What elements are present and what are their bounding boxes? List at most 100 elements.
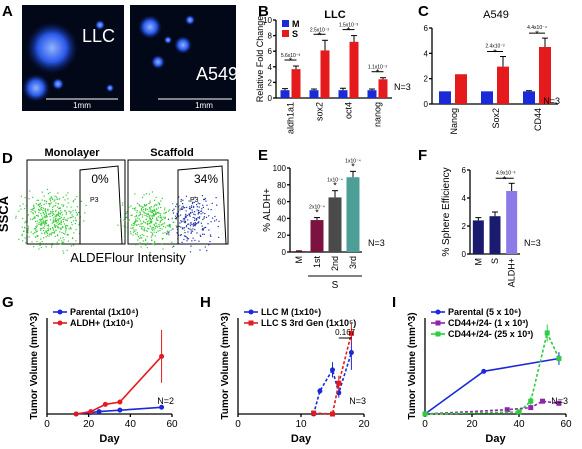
chart-e-bar-3rd	[346, 177, 360, 252]
chart-c-xtick-label: CD44	[533, 108, 543, 131]
chart-c-bar-M-Sox2	[481, 91, 493, 104]
panel-label-g: G	[2, 294, 14, 311]
facs-xlabel: ALDEFlour Intensity	[70, 250, 186, 265]
chart-i-point	[528, 398, 534, 404]
panel-label-f: F	[418, 147, 427, 164]
chart-i-legend-label-2: CD44+/24- (25 x 10³)	[448, 329, 533, 339]
chart-f-xtick-label: S	[490, 258, 500, 264]
chart-h-series-line-0	[312, 352, 353, 415]
chart-g-xtick-label: 20	[83, 419, 95, 430]
panel-label-b: B	[258, 3, 269, 20]
chart-c-note: N=3	[543, 96, 560, 106]
chart-g-legend-label-0: Parental (1x10⁴)	[70, 307, 138, 317]
chart-e-pvalue: 1x10⁻⁴	[345, 158, 361, 164]
chart-b-xtick-label: sox2	[315, 102, 325, 121]
chart-h-point	[311, 410, 317, 416]
chart-g-xlabel: Day	[99, 433, 120, 445]
chart-e-ytick-label: 60	[277, 198, 286, 207]
chart-b-pvalue: 2.5x10⁻²	[310, 27, 330, 33]
chart-e-bar-1st	[310, 220, 324, 252]
chart-f-bar-ALDH+	[506, 191, 518, 254]
chart-g-legend-marker-0	[57, 309, 63, 315]
chart-g-point	[159, 353, 165, 359]
chart-i-ylabel: Tumor Volume (mm^3)	[407, 312, 418, 419]
chart-g-point	[102, 401, 108, 407]
gate-label-left: P3	[90, 197, 99, 204]
chart-i-point	[504, 407, 510, 413]
facs-title-left: Monolayer	[44, 147, 100, 159]
chart-i-point	[528, 405, 534, 411]
chart-b-legend-m-swatch	[282, 20, 289, 27]
chart-b-sig-star: *	[289, 56, 293, 66]
chart-c-ytick-label: 4	[424, 49, 429, 58]
chart-i-legend-label-0: Parental (5 x 10⁶)	[448, 307, 521, 317]
chart-h-point	[330, 367, 335, 373]
gate-label-right: P3	[190, 197, 199, 204]
chart-e-bar-2nd	[328, 197, 342, 252]
facs-title-right: Scaffold	[150, 147, 193, 159]
chart-i-note: N=3	[551, 396, 568, 406]
chart-e-pvalue: 2x10⁻⁴	[309, 205, 325, 211]
micrograph-a549	[130, 5, 236, 111]
chart-e-bar-M	[292, 251, 306, 252]
chart-h-xtick-label: 10	[295, 419, 307, 430]
chart-b-bar-M-nanog	[367, 90, 377, 98]
chart-h-point	[330, 411, 335, 417]
chart-c-ytick-label: 2	[424, 75, 429, 84]
chart-b-ytick-label: 8	[268, 32, 273, 41]
chart-b-ytick-label: 4	[268, 63, 273, 72]
chart-e-sig-star: *	[333, 181, 337, 191]
chart-e-ytick-label: 40	[277, 214, 286, 223]
chart-e-sig-star: *	[351, 161, 355, 171]
chart-h-series-line-1	[313, 333, 353, 415]
chart-i-point	[556, 356, 562, 362]
chart-i-legend-marker-2	[435, 331, 441, 337]
chart-b-xtick-label: oct4	[344, 102, 354, 119]
chart-f-ytick-label: 4	[462, 194, 467, 203]
chart-e-xtick-label: 1st	[312, 256, 322, 269]
chart-e-ylabel: % ALDH+	[262, 188, 273, 232]
chart-b-bar-S-aldh1a1	[291, 69, 301, 98]
chart-h-pvalue: 0.167	[335, 328, 356, 337]
chart-h-point	[317, 388, 323, 394]
chart-i-point	[540, 398, 545, 404]
chart-b-ytick-label: 6	[268, 47, 273, 56]
chart-g-ylabel: Tumor Volume (mm^3)	[29, 312, 40, 419]
chart-c-xtick-label: Sox2	[491, 108, 501, 129]
chart-i-legend-marker-0	[435, 309, 441, 315]
chart-g-xtick-label: 40	[125, 419, 137, 430]
panel-label-a: A	[2, 3, 13, 20]
chart-b-xtick-label: aldh1a1	[286, 102, 296, 134]
chart-b-ytick-label: 2	[268, 78, 273, 87]
panel-label-i: I	[392, 294, 396, 311]
chart-h-legend-label-1: LLC S 3rd Gen (1x10⁵)	[261, 318, 356, 328]
chart-b-bar-M-sox2	[309, 90, 319, 98]
chart-h-xtick-label: 20	[358, 419, 370, 430]
chart-e-ytick-label: 80	[277, 181, 286, 190]
chart-h-point	[336, 380, 342, 386]
chart-f-bar-S	[489, 216, 501, 254]
chart-b-sig-star: *	[318, 30, 322, 40]
chart-b-bar-S-sox2	[320, 50, 330, 98]
chart-i-legend-label-1: CD44+/24- (1 x 10³)	[448, 318, 528, 328]
chart-e-group-label: S	[332, 280, 339, 291]
chart-b-note: N=3	[394, 82, 411, 92]
chart-i-point	[481, 368, 487, 374]
chart-g-point	[117, 407, 123, 413]
chart-g-xtick-label: 0	[44, 419, 50, 430]
chart-f-ytick-label: 2	[462, 222, 467, 231]
chart-f-sig-star: *	[503, 174, 507, 184]
chart-e-sig-star: *	[315, 208, 319, 218]
panel-label-h: H	[200, 294, 211, 311]
chart-g-point	[88, 409, 94, 415]
chart-i-point	[544, 330, 550, 336]
chart-c-ytick-label: 0	[424, 100, 429, 109]
chart-h-point	[348, 330, 354, 336]
chart-b-legend-m: M	[292, 19, 300, 29]
chart-c-pvalue: 2.4x10⁻²	[485, 44, 505, 50]
chart-g-legend-label-1: ALDH+ (1x10⁴)	[70, 318, 133, 328]
chart-h-xlabel: Day	[291, 433, 312, 445]
chart-h-xtick-label: 0	[235, 419, 241, 430]
chart-h-legend-marker-0	[248, 309, 254, 315]
chart-i-point	[556, 400, 562, 406]
